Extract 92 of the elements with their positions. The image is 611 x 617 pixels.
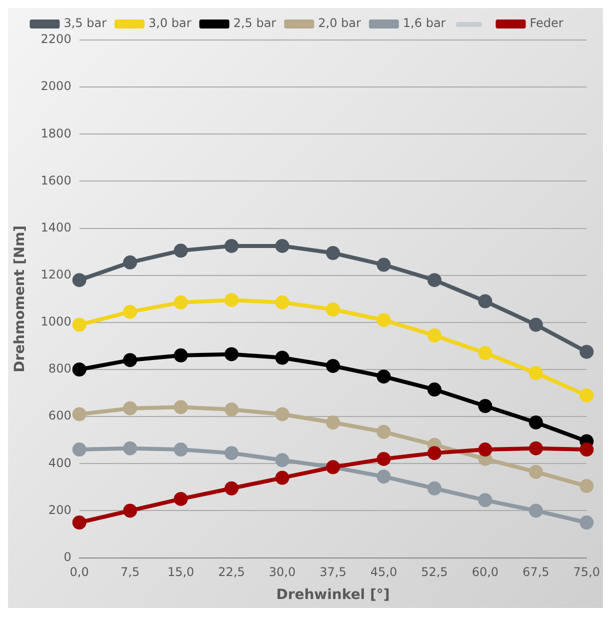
legend-label: 2,0 bar — [318, 16, 361, 30]
y-tick-label: 1800 — [40, 126, 72, 140]
point — [174, 442, 188, 457]
x-tick-label: 37,5 — [320, 565, 346, 580]
point — [376, 424, 391, 439]
x-tick-label: 15,0 — [167, 565, 194, 580]
point — [376, 370, 391, 384]
point — [528, 366, 543, 380]
point — [478, 493, 492, 508]
point — [123, 441, 138, 456]
point — [72, 362, 86, 377]
point — [224, 293, 239, 308]
y-tick-label: 1000 — [40, 314, 72, 329]
point — [275, 453, 290, 468]
point — [326, 358, 340, 373]
point — [427, 328, 442, 342]
point — [72, 318, 86, 332]
y-axis-title: Drehmoment [Nm] — [12, 225, 28, 372]
legend-label: 1,6 bar — [402, 16, 446, 30]
point — [174, 400, 188, 414]
point — [275, 295, 290, 310]
y-tick-label: 400 — [48, 456, 72, 470]
point — [528, 464, 543, 479]
point — [580, 344, 594, 359]
y-tick-label: 800 — [48, 362, 72, 376]
point — [326, 302, 340, 316]
point — [528, 318, 543, 332]
legend-label: 3,5 bar — [64, 16, 107, 30]
point — [123, 255, 138, 270]
point — [580, 515, 594, 530]
x-tick-label: 7,5 — [120, 565, 140, 580]
point — [580, 442, 594, 457]
x-tick-label: 75,0 — [573, 565, 600, 580]
point — [326, 415, 340, 430]
point — [478, 442, 492, 457]
point — [275, 470, 290, 485]
point — [427, 481, 442, 496]
point — [528, 441, 543, 456]
point — [326, 246, 340, 260]
point — [580, 388, 594, 402]
point — [72, 442, 86, 457]
y-tick-label: 0 — [64, 550, 72, 564]
x-tick-label: 0,0 — [70, 565, 89, 580]
point — [275, 407, 290, 422]
point — [123, 353, 138, 368]
point — [174, 295, 188, 310]
y-tick-label: 200 — [48, 502, 72, 517]
point — [478, 398, 492, 413]
point — [376, 313, 391, 328]
point — [224, 238, 239, 253]
point — [224, 481, 239, 496]
legend-label: Feder — [530, 16, 564, 30]
point — [123, 401, 138, 416]
point — [427, 382, 442, 397]
point — [580, 479, 594, 494]
point — [376, 258, 391, 272]
point — [275, 350, 290, 365]
point — [478, 346, 492, 360]
point — [528, 504, 543, 518]
x-tick-label: 67,5 — [522, 565, 550, 580]
point — [174, 244, 188, 258]
point — [72, 407, 86, 422]
point — [72, 273, 86, 288]
point — [224, 446, 239, 460]
y-tick-label: 1600 — [40, 173, 72, 188]
point — [123, 304, 138, 319]
legend-label: 2,5 bar — [233, 16, 276, 30]
y-tick-label: 600 — [48, 408, 72, 423]
x-tick-label: 45,0 — [370, 565, 398, 580]
point — [528, 415, 543, 430]
point — [174, 348, 188, 362]
point — [174, 492, 188, 506]
point — [224, 347, 239, 362]
y-tick-label: 1200 — [40, 267, 72, 282]
point — [123, 504, 138, 518]
y-tick-label: 2000 — [40, 79, 72, 94]
x-tick-label: 22,5 — [218, 565, 245, 580]
point — [72, 515, 86, 530]
point — [478, 294, 492, 308]
x-axis-title: Drehwinkel [°] — [276, 587, 390, 604]
point — [376, 452, 391, 466]
x-tick-label: 52,5 — [421, 565, 448, 580]
point — [376, 470, 391, 484]
point — [275, 238, 290, 253]
y-tick-label: 1400 — [40, 220, 72, 234]
point — [427, 446, 442, 460]
point — [224, 402, 239, 417]
x-tick-label: 60,0 — [472, 565, 499, 580]
point — [427, 273, 442, 288]
legend-label: 3,0 bar — [148, 16, 192, 30]
x-tick-label: 30,0 — [268, 565, 296, 580]
y-tick-label: 2200 — [40, 32, 72, 46]
